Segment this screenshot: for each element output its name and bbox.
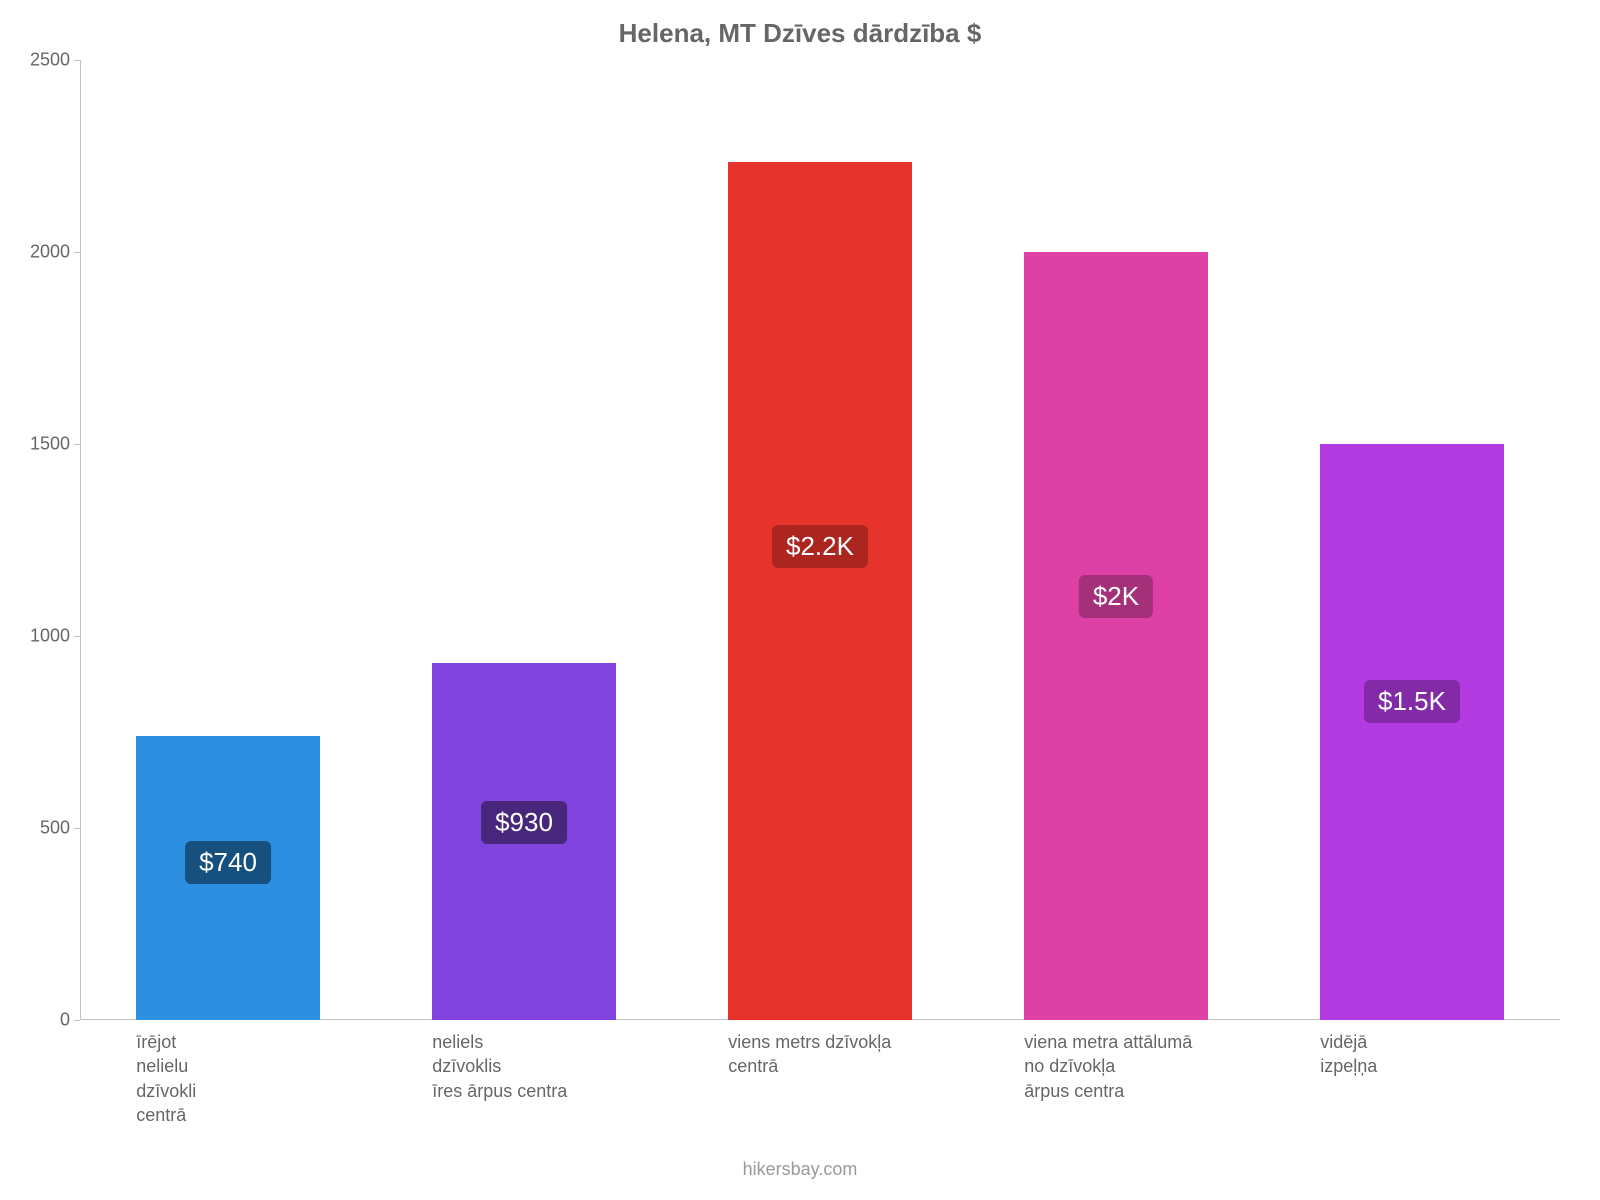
ytick-label: 1500 [20,434,70,455]
ytick-label: 0 [20,1010,70,1031]
bar: $2K [1024,252,1208,1020]
bar-value-label: $740 [185,841,271,884]
chart-title: Helena, MT Dzīves dārdzība $ [0,18,1600,49]
bar-value-label: $2K [1079,575,1153,618]
x-category-label: īrējot nelielu dzīvokli centrā [136,1030,360,1127]
chart-container: Helena, MT Dzīves dārdzība $ $740 $930 $2.… [0,0,1600,1200]
ytick-mark [74,1020,80,1021]
plot-area: $740$930$2.2K$2K$1.5K 050010001500200025… [80,60,1560,1020]
ytick-label: 2500 [20,50,70,71]
ytick-mark [74,60,80,61]
bar: $1.5K [1320,444,1504,1020]
ytick-label: 500 [20,818,70,839]
ytick-mark [74,444,80,445]
x-category-label: vidējā izpeļņa [1320,1030,1544,1079]
attribution-text: hikersbay.com [0,1159,1600,1180]
x-category-label: viena metra attālumā no dzīvokļa ārpus c… [1024,1030,1248,1103]
ytick-mark [74,828,80,829]
ytick-label: 2000 [20,242,70,263]
x-category-label: viens metrs dzīvokļa centrā [728,1030,952,1079]
bar-value-label: $2.2K [772,525,868,568]
bar-value-label: $930 [481,801,567,844]
ytick-mark [74,252,80,253]
bar: $740 [136,736,320,1020]
ytick-mark [74,636,80,637]
ytick-label: 1000 [20,626,70,647]
bars-layer: $740 $930 $2.2K $2K $1.5K [80,60,1560,1020]
bar: $2.2K [728,162,912,1020]
bar: $930 [432,663,616,1020]
bar-value-label: $1.5K [1364,680,1460,723]
x-category-label: neliels dzīvoklis īres ārpus centra [432,1030,656,1103]
